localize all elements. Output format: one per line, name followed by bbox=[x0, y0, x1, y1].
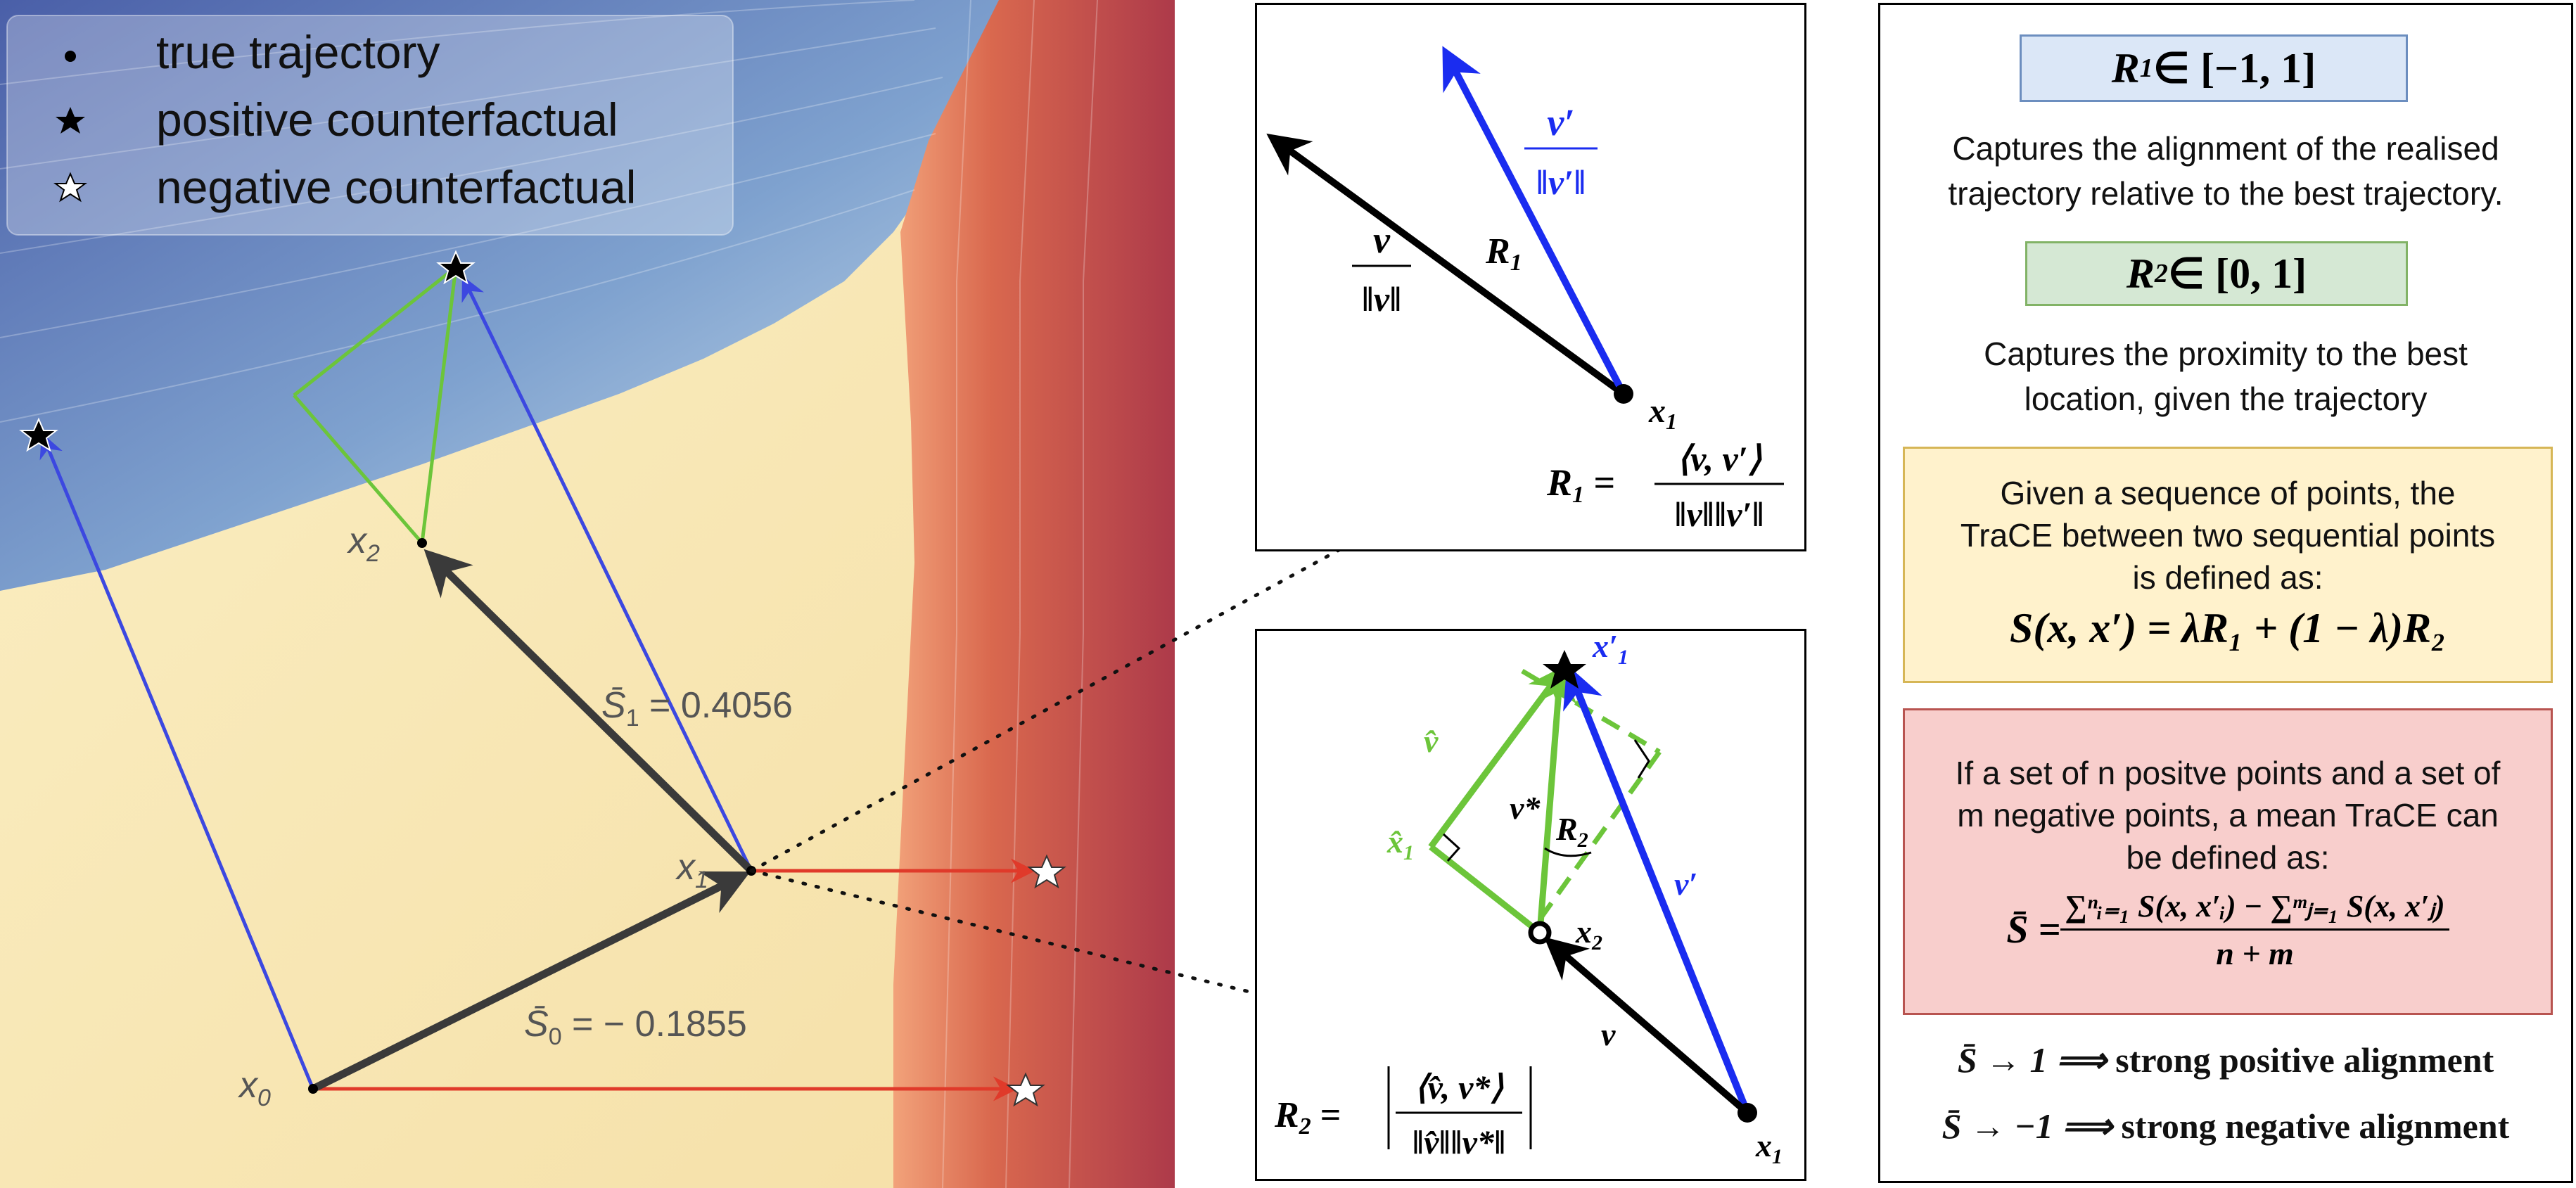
positive-alignment-line: S̄ → 1 ⟹ strong positive alignment bbox=[1880, 1037, 2571, 1082]
inset-r1-frame bbox=[1255, 3, 1806, 551]
r2-label-x1: x1 bbox=[1755, 1128, 1783, 1168]
r1-point-x1 bbox=[1614, 384, 1633, 404]
right-angle-mark-1 bbox=[1633, 739, 1650, 779]
vector-vprime bbox=[1563, 664, 1751, 1114]
mean-formula-lhs: S̄ = bbox=[2006, 908, 2061, 952]
r2-description-line-1: Captures the proximity to the best bbox=[1984, 336, 2468, 372]
r1-label-v-num: v bbox=[1373, 219, 1391, 261]
label-x2: x2 bbox=[346, 520, 380, 567]
mean-formula: S̄ = ∑ⁿᵢ₌₁ S(x, x′ᵢ) − ∑ᵐⱼ₌₁ S(x, x′ⱼ) n… bbox=[2006, 888, 2449, 972]
point-x0 bbox=[308, 1084, 318, 1094]
r2-formula-lhs: R2 = bbox=[1274, 1095, 1341, 1139]
r2-label-x2: x2 bbox=[1575, 914, 1602, 954]
r2-description: Captures the proximity to the best locat… bbox=[1880, 331, 2571, 421]
main-plot: true trajectory positive counterfactual … bbox=[0, 0, 1175, 1188]
trace-definition-box: Given a sequence of points, the TraCE be… bbox=[1903, 447, 2553, 683]
projection-base bbox=[1429, 844, 1542, 935]
r2-range-value: ∈ [0, 1] bbox=[2167, 250, 2307, 297]
projection-dash-side bbox=[1534, 750, 1662, 926]
cost-surface-red bbox=[893, 0, 1175, 1188]
trace-text-line-1: Given a sequence of points, the bbox=[2000, 475, 2456, 511]
r2-label-xhat: x̂1 bbox=[1386, 824, 1414, 864]
right-angle-mark-2 bbox=[1442, 833, 1461, 862]
r2-point-x1 bbox=[1737, 1103, 1757, 1123]
label-x0: x0 bbox=[237, 1065, 271, 1111]
r1-formula-num: ⟨v, v′⟩ bbox=[1677, 439, 1762, 478]
positive-arrow-from-x0 bbox=[39, 433, 315, 1090]
legend-label-positive: positive counterfactual bbox=[156, 94, 618, 146]
unit-vector-vprime bbox=[1442, 46, 1627, 396]
cost-surface-blue bbox=[0, 0, 999, 591]
r1-range-symbol: R bbox=[2111, 44, 2140, 91]
inset-r1: v ‖v‖ v′ ‖v′‖ R1 x1 R1 = ⟨v, v′⟩ ‖v‖‖v′‖ bbox=[1255, 3, 1806, 551]
vector-v bbox=[1543, 937, 1750, 1116]
projection-triangle bbox=[293, 263, 459, 547]
trajectory-arrow-x0-x1 bbox=[311, 871, 751, 1092]
positive-alignment-lhs: S̄ → 1 ⟹ bbox=[1957, 1040, 2116, 1080]
star-hollow-icon bbox=[53, 172, 87, 203]
r2-range-sub: 2 bbox=[2154, 259, 2168, 288]
trajectory-arrow-x1-x2 bbox=[423, 549, 754, 874]
r1-description: Captures the alignment of the realised t… bbox=[1880, 126, 2571, 216]
legend-panel bbox=[6, 15, 734, 236]
r2-label-v: v bbox=[1601, 1016, 1616, 1052]
legend-label-true: true trajectory bbox=[156, 26, 440, 78]
r1-range-sub: 1 bbox=[2139, 53, 2153, 83]
point-x1 bbox=[746, 866, 756, 876]
negative-alignment-line: S̄ → −1 ⟹ strong negative alignment bbox=[1880, 1104, 2571, 1149]
r1-description-line-2: trajectory relative to the best trajecto… bbox=[1948, 175, 2504, 212]
positive-star-2 bbox=[436, 250, 476, 285]
mean-text-line-1: If a set of n positve points and a set o… bbox=[1955, 754, 2501, 791]
r2-label-vstar: v* bbox=[1510, 790, 1541, 826]
r2-point-x2 bbox=[1528, 921, 1552, 945]
mean-formula-den: n + m bbox=[2216, 935, 2294, 971]
mean-text-line-3: be defined as: bbox=[2126, 838, 2330, 876]
trace-text-line-3: is defined as: bbox=[2132, 559, 2323, 596]
r1-label-vp-num: v′ bbox=[1547, 101, 1574, 143]
r2-label-vhat: v̂ bbox=[1424, 723, 1439, 759]
inset-r2: v̂ x̂1 v* R2 v′ v x′1 x2 x1 R2 = ⟨v̂, v*… bbox=[1255, 629, 1806, 1181]
r2-label-x1prime: x′1 bbox=[1592, 629, 1628, 669]
r1-description-line-1: Captures the alignment of the realised bbox=[1952, 130, 2499, 167]
r1-angle-label: R1 bbox=[1485, 231, 1522, 276]
trace-text-line-2: TraCE between two sequential points bbox=[1960, 517, 2496, 554]
unit-vector-v bbox=[1266, 133, 1626, 397]
r1-label-x1: x1 bbox=[1648, 392, 1677, 434]
dot-icon bbox=[65, 51, 76, 62]
r2-formula-den: ‖v̂‖‖v*‖ bbox=[1413, 1124, 1506, 1161]
positive-arrow-from-x1 bbox=[461, 275, 753, 872]
r2-description-line-2: location, given the trajectory bbox=[2024, 381, 2428, 417]
trace-formula: S(x, x′) = λR₁ + (1 − λ)R₂ bbox=[2009, 605, 2447, 651]
positive-star-1 bbox=[19, 417, 58, 452]
r2-star-x1prime bbox=[1543, 650, 1586, 689]
r2-range-symbol: R bbox=[2126, 250, 2155, 297]
mean-text-line-2: m negative points, a mean TraCE can bbox=[1957, 796, 2499, 833]
star-filled-icon bbox=[56, 107, 85, 134]
score-s0: S̄0 = − 0.1855 bbox=[524, 1004, 747, 1050]
r1-formula-den: ‖v‖‖v′‖ bbox=[1674, 494, 1764, 534]
vector-vstar bbox=[1536, 665, 1577, 933]
negative-alignment-text: strong negative alignment bbox=[2121, 1106, 2510, 1146]
legend-label-negative: negative counterfactual bbox=[156, 161, 636, 213]
r2-angle-arc bbox=[1544, 847, 1592, 857]
point-x2 bbox=[417, 538, 427, 548]
r1-label-vp-den: ‖v′‖ bbox=[1536, 162, 1586, 202]
r1-range-value: ∈ [−1, 1] bbox=[2153, 45, 2316, 91]
positive-alignment-text: strong positive alignment bbox=[2115, 1040, 2494, 1080]
r2-label-r2: R2 bbox=[1555, 811, 1588, 852]
r2-label-vprime: v′ bbox=[1674, 866, 1697, 902]
mean-formula-num: ∑ⁿᵢ₌₁ S(x, x′ᵢ) − ∑ᵐⱼ₌₁ S(x, x′ⱼ) bbox=[2060, 888, 2449, 931]
r1-label-v-den: ‖v‖ bbox=[1362, 279, 1402, 319]
r2-formula-num: ⟨v̂, v*⟩ bbox=[1415, 1069, 1504, 1106]
r1-formula-lhs: R1 = bbox=[1546, 461, 1615, 508]
mean-trace-box: If a set of n positve points and a set o… bbox=[1903, 708, 2553, 1015]
negative-alignment-lhs: S̄ → −1 ⟹ bbox=[1941, 1106, 2122, 1146]
label-x1: x1 bbox=[675, 847, 708, 893]
